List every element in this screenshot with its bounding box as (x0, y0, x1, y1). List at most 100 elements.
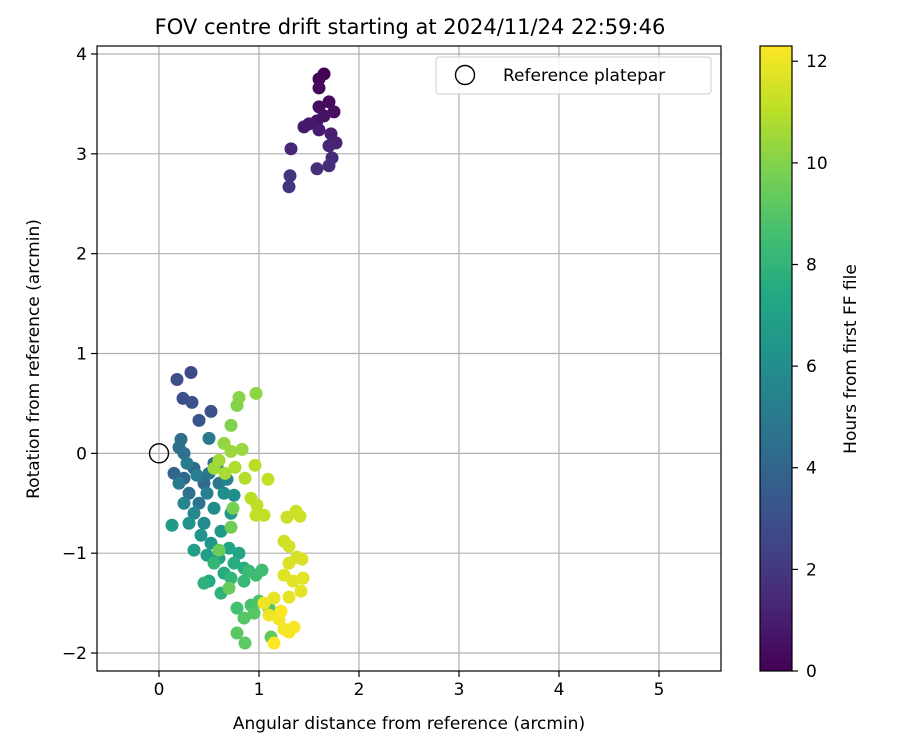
data-point (267, 591, 281, 605)
colorbar-tick-label: 6 (806, 357, 817, 377)
data-point (312, 72, 326, 86)
data-point (327, 105, 341, 119)
data-point (312, 81, 326, 95)
data-point (222, 541, 236, 555)
data-point (207, 556, 221, 570)
data-point (200, 486, 214, 500)
legend-entry-label: Reference platepar (503, 66, 665, 86)
colorbar (759, 45, 793, 672)
data-point (274, 604, 288, 618)
data-point (224, 444, 238, 458)
data-point (170, 372, 184, 386)
y-tick-label: −1 (62, 544, 87, 564)
data-point (286, 574, 300, 588)
data-point (177, 496, 191, 510)
data-point (190, 468, 204, 482)
data-point (295, 552, 309, 566)
data-point (167, 466, 181, 480)
legend: Reference platepar (435, 56, 712, 95)
data-point (187, 543, 201, 557)
data-point (224, 520, 238, 534)
reference-platepar-point (148, 443, 170, 464)
y-axis-ticks: −2 −1 0 1 2 3 4 (62, 45, 97, 664)
x-tick-label: 1 (254, 680, 265, 700)
data-point (283, 169, 297, 183)
data-point (237, 611, 251, 625)
data-point (262, 608, 276, 622)
y-tick-label: 4 (76, 45, 87, 65)
data-point (212, 453, 226, 467)
data-point (187, 506, 201, 520)
data-point (192, 413, 206, 427)
data-point (297, 120, 311, 134)
y-tick-label: −2 (62, 644, 87, 664)
y-axis-label: Rotation from reference (arcmin) (24, 219, 44, 499)
data-point (257, 596, 271, 610)
data-point (185, 395, 199, 409)
colorbar-tick-label: 0 (806, 662, 817, 682)
data-point (322, 95, 336, 109)
data-point (312, 123, 326, 137)
plot-frame (96, 45, 722, 672)
data-point (202, 431, 216, 445)
data-point (232, 546, 246, 560)
data-point (293, 509, 307, 523)
data-point (282, 590, 296, 604)
data-point (228, 460, 242, 474)
x-tick-label: 3 (454, 680, 465, 700)
data-point (207, 501, 221, 515)
data-point (226, 501, 240, 515)
data-point (250, 498, 264, 512)
x-axis-label: Angular distance from reference (arcmin) (233, 714, 585, 734)
data-point (214, 524, 228, 538)
data-point (310, 162, 324, 176)
data-point (217, 486, 231, 500)
data-point (282, 625, 296, 639)
data-point (194, 528, 208, 542)
colorbar-tick-label: 4 (806, 459, 817, 479)
data-point (294, 584, 308, 598)
data-point (284, 142, 298, 156)
data-point (249, 386, 263, 400)
data-point (218, 466, 232, 480)
data-point (182, 486, 196, 500)
x-tick-label: 0 (154, 680, 165, 700)
data-point (261, 472, 275, 486)
data-point (282, 556, 296, 570)
data-point (224, 418, 238, 432)
data-point (238, 471, 252, 485)
data-point (177, 446, 191, 460)
data-point (230, 601, 244, 615)
data-point (248, 458, 262, 472)
data-point (224, 571, 238, 585)
chart-title: FOV centre drift starting at 2024/11/24 … (155, 15, 666, 39)
data-point (197, 516, 211, 530)
data-point (322, 139, 336, 153)
legend-box (435, 56, 712, 95)
data-point (227, 488, 241, 502)
data-point (182, 516, 196, 530)
data-point (238, 636, 252, 650)
data-point (204, 404, 218, 418)
data-point (172, 476, 186, 490)
data-point (222, 581, 236, 595)
data-point (282, 180, 296, 194)
data-point (267, 636, 281, 650)
data-point (247, 606, 261, 620)
x-tick-label: 4 (554, 680, 565, 700)
scatter-points (165, 67, 343, 650)
data-point (249, 508, 263, 522)
colorbar-tick-label: 2 (806, 560, 817, 580)
x-axis-ticks: 0 1 2 3 4 5 (154, 671, 664, 700)
data-point (184, 365, 198, 379)
y-tick-label: 3 (76, 145, 87, 165)
y-tick-label: 0 (76, 444, 87, 464)
legend-marker-ring (454, 64, 476, 86)
colorbar-tick-label: 10 (806, 154, 828, 174)
data-point (282, 539, 296, 553)
data-point (322, 159, 336, 173)
colorbar-tick-label: 8 (806, 255, 817, 275)
x-tick-label: 2 (354, 680, 365, 700)
